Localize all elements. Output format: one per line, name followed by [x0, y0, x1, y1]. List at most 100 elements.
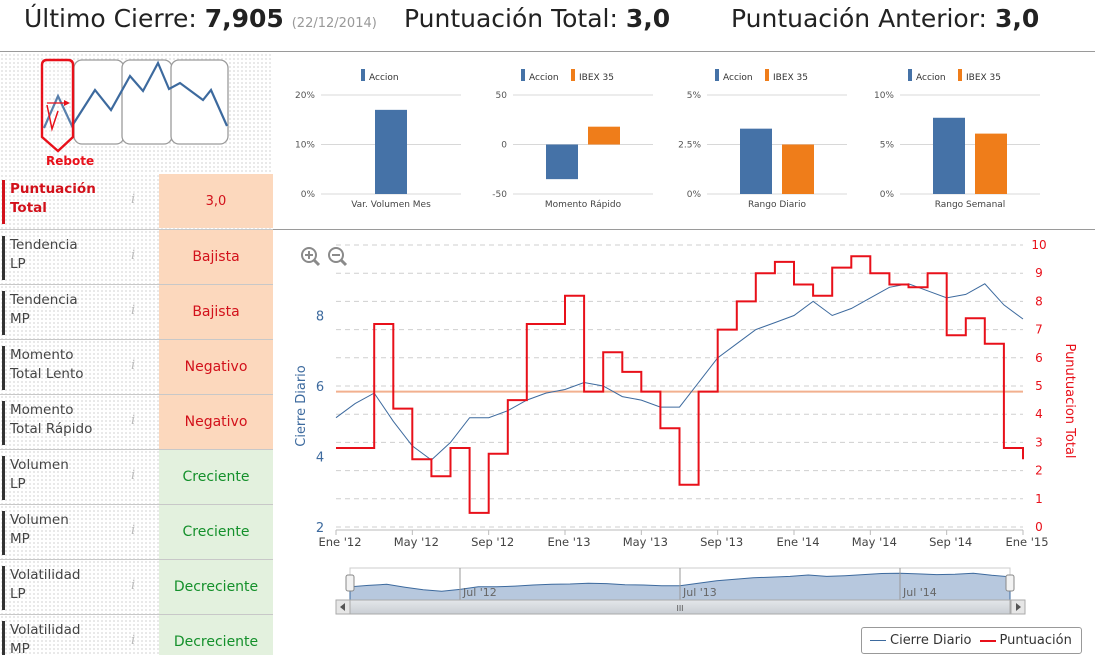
navigator-right-handle[interactable] [1005, 574, 1015, 592]
legend-swatch [521, 69, 525, 81]
y-tick-label: 20% [295, 91, 315, 101]
legend-swatch [765, 69, 769, 81]
info-icon[interactable]: i [131, 303, 136, 318]
y-tick-label: 0 [501, 141, 507, 151]
legend-label: Accion [529, 73, 559, 83]
indicator-name: Volatilidad MP [2, 621, 158, 655]
y2-tick-label: 5 [1035, 379, 1043, 393]
info-icon[interactable]: i [131, 248, 136, 263]
scrollbar-grip: III [676, 604, 683, 613]
bar [546, 144, 578, 180]
bar [740, 128, 772, 194]
blue-line-icon [870, 640, 886, 641]
total-score-value: 3,0 [625, 4, 671, 33]
y-tick-label: 10% [295, 141, 315, 151]
indicator-value: Creciente [159, 450, 273, 504]
zoom-out-handle [339, 258, 348, 267]
previous-score: Puntuación Anterior: 3,0 [731, 4, 1039, 33]
bar [375, 109, 407, 194]
y2-tick-label: 10 [1031, 238, 1046, 252]
y-tick-label: 8 [316, 310, 324, 325]
y-tick-label: 0% [301, 190, 316, 200]
indicator-row: Tendencia MP i Bajista [0, 285, 273, 340]
pattern-area: Rebote [0, 53, 273, 173]
y2-tick-label: 8 [1035, 294, 1043, 308]
legend-label: IBEX 35 [579, 73, 614, 83]
info-icon[interactable]: i [131, 633, 136, 648]
x-tick-label: Sep '13 [700, 535, 743, 549]
y2-tick-label: 0 [1035, 520, 1043, 534]
scroll-right-arrow-icon [1016, 603, 1021, 611]
y2-tick-label: 4 [1035, 407, 1043, 421]
x-tick-label: Ene '12 [318, 535, 361, 549]
legend-label: IBEX 35 [773, 73, 808, 83]
y-tick-label: 6 [316, 380, 324, 395]
series-line-puntuacion [336, 255, 1024, 514]
bar-chart-2: -50 0 50 Accion IBEX 35 Momento Rápido [492, 69, 653, 210]
navigator-left-handle[interactable] [345, 574, 355, 592]
indicator-name: Volatilidad LP [2, 566, 158, 610]
info-icon[interactable]: i [131, 468, 136, 483]
y-tick-label: 50 [496, 91, 508, 101]
indicator-value: Bajista [159, 230, 273, 284]
scrollbar[interactable]: III [335, 599, 1026, 615]
indicator-name: Volumen MP [2, 511, 158, 555]
info-icon[interactable]: i [131, 192, 136, 207]
zoom-in-icon[interactable] [301, 247, 321, 267]
y-tick-label: -50 [492, 190, 507, 200]
navigator-label: Jul '13 [682, 586, 717, 599]
y2-tick-label: 1 [1035, 492, 1043, 506]
indicator-row: Momento Total Lento i Negativo [0, 340, 273, 395]
y2-tick-label: 7 [1035, 323, 1043, 337]
legend-swatch [958, 69, 962, 81]
indicator-value: Creciente [159, 505, 273, 559]
legend-label: Accion [916, 73, 946, 83]
info-icon[interactable]: i [131, 358, 136, 373]
y2-tick-label: 9 [1035, 266, 1043, 280]
y-tick-label: 10% [874, 91, 894, 101]
navigator-label: Jul '14 [902, 586, 937, 599]
indicator-row: Puntuación Total i 3,0 [0, 174, 273, 229]
indicator-row: Volumen LP i Creciente [0, 450, 273, 505]
chart-legend[interactable]: Cierre Diario Puntuación [861, 627, 1082, 654]
zoom-out-icon[interactable] [328, 247, 348, 267]
red-line-icon [979, 639, 996, 642]
info-icon[interactable]: i [131, 413, 136, 428]
y-axis-title: Cierre Diario [294, 365, 309, 447]
indicator-row: Tendencia LP i Bajista [0, 230, 273, 285]
y2-tick-label: 6 [1035, 351, 1043, 365]
bar-chart-4: 0% 5% 10% Accion IBEX 35 Rango Semanal [874, 69, 1040, 210]
navigator[interactable]: Jul '12 Jul '13 Jul '14 [345, 567, 1015, 601]
indicator-name: Volumen LP [2, 456, 158, 500]
info-icon[interactable]: i [131, 578, 136, 593]
indicator-value: Bajista [159, 285, 273, 339]
bar-chart-3: 0% 2.5% 5% Accion IBEX 35 Rango Diario [678, 69, 847, 210]
navigator-label: Jul '12 [462, 586, 497, 599]
y-tick-label: 5% [880, 141, 895, 151]
x-axis-label: Rango Diario [748, 200, 807, 210]
y-tick-label: 4 [316, 451, 324, 466]
legend-item-puntuacion[interactable]: Puntuación [979, 633, 1072, 648]
main-line-chart: 0 1 2 3 4 5 6 7 8 9 10 2 4 6 8 Cierre Diario Punutuacion… [294, 238, 1077, 615]
legend-swatch [361, 69, 365, 81]
indicator-value: Negativo [159, 395, 273, 449]
y2-tick-label: 3 [1035, 435, 1043, 449]
indicator-name: Momento Total Lento [2, 346, 158, 390]
indicator-value: Negativo [159, 340, 273, 394]
last-close-value: 7,905 [204, 4, 284, 33]
indicator-name: Tendencia MP [2, 291, 158, 335]
legend-item-cierre[interactable]: Cierre Diario [870, 633, 972, 648]
legend-label: Accion [369, 73, 399, 83]
bar [588, 126, 620, 145]
x-tick-label: Sep '14 [929, 535, 972, 549]
zoom-in-ring [301, 247, 317, 263]
x-tick-label: Ene '13 [547, 535, 590, 549]
bar [933, 117, 965, 194]
info-icon[interactable]: i [131, 523, 136, 538]
x-tick-label: May '14 [852, 535, 897, 549]
y2-tick-label: 2 [1035, 464, 1043, 478]
zoom-in-handle [312, 258, 321, 267]
legend-swatch [571, 69, 575, 81]
pattern-label: Rebote [46, 154, 95, 168]
